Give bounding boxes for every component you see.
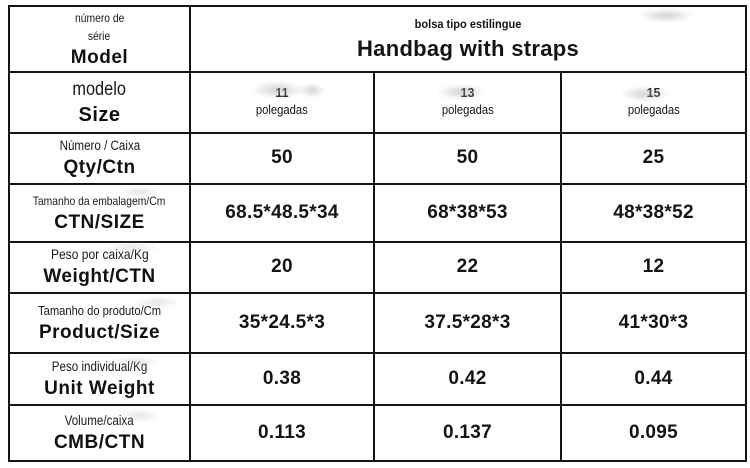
qty-label-pt: Número / Caixa bbox=[59, 138, 140, 154]
row-qty-ctn: Número / Caixa Qty/Ctn 50 50 25 bbox=[8, 131, 748, 185]
size-value-cell-13: 13 polegadas bbox=[373, 70, 562, 134]
weight-value: 20 bbox=[271, 256, 293, 278]
ctnsize-label-pt: Tamanho da embalagem/Cm bbox=[33, 193, 166, 208]
cmb-value-cell: 0.113 bbox=[189, 403, 375, 462]
weight-label-cell: Peso por caixa/Kg Weight/CTN bbox=[8, 240, 191, 294]
size-unit: polegadas bbox=[256, 103, 308, 118]
cmb-label-cell: Volume/caixa CMB/CTN bbox=[8, 403, 191, 462]
productsize-value-cell: 37.5*28*3 bbox=[373, 291, 562, 354]
productsize-value: 37.5*28*3 bbox=[424, 311, 511, 333]
cmb-value-cell: 0.095 bbox=[559, 403, 748, 462]
model-label-cell: número de série Model bbox=[8, 5, 191, 73]
cmb-label-pt: Volume/caixa bbox=[64, 412, 135, 428]
model-label-pt-line1: número de bbox=[74, 11, 125, 25]
size-number: 13 bbox=[460, 86, 475, 101]
cmb-value-cell: 0.137 bbox=[373, 403, 562, 462]
productsize-value-cell: 41*30*3 bbox=[559, 291, 748, 354]
weight-value-cell: 20 bbox=[189, 240, 375, 294]
cmb-label-en: CMB/CTN bbox=[53, 431, 146, 453]
product-name-en: Handbag with straps bbox=[356, 36, 580, 62]
productsize-label-en: Product/Size bbox=[38, 321, 161, 343]
ctnsize-label-en: CTN/SIZE bbox=[54, 211, 145, 233]
qty-value-cell: 50 bbox=[373, 131, 562, 185]
cmb-value: 0.137 bbox=[442, 421, 493, 443]
productsize-value-cell: 35*24.5*3 bbox=[189, 291, 375, 354]
row-product-size: Tamanho do produto/Cm Product/Size 35*24… bbox=[8, 291, 748, 354]
row-size: modelo Size 11 polegadas 13 polegadas 15… bbox=[8, 70, 748, 134]
unitweight-value: 0.42 bbox=[448, 367, 487, 389]
size-label-cell: modelo Size bbox=[8, 70, 191, 134]
size-value-cell-11: 11 polegadas bbox=[189, 70, 375, 134]
row-model: número de série Model bolsa tipo estilin… bbox=[8, 5, 748, 73]
qty-value-cell: 25 bbox=[559, 131, 748, 185]
weight-value: 22 bbox=[456, 256, 479, 278]
ctnsize-value: 68.5*48.5*34 bbox=[225, 201, 339, 223]
size-number: 11 bbox=[275, 86, 289, 101]
model-label-en: Model bbox=[70, 47, 129, 68]
qty-value: 50 bbox=[271, 147, 293, 169]
size-unit: polegadas bbox=[441, 103, 494, 118]
productsize-label-pt: Tamanho do produto/Cm bbox=[37, 302, 162, 318]
unitweight-value: 0.44 bbox=[634, 367, 673, 389]
productsize-value: 35*24.5*3 bbox=[238, 311, 326, 333]
ctnsize-value-cell: 68*38*53 bbox=[373, 182, 562, 243]
qty-value-cell: 50 bbox=[189, 131, 375, 185]
unitweight-value-cell: 0.44 bbox=[559, 351, 748, 406]
ctnsize-value-cell: 48*38*52 bbox=[559, 182, 748, 243]
cmb-value: 0.113 bbox=[258, 421, 306, 443]
model-value-cell: bolsa tipo estilingue Handbag with strap… bbox=[188, 5, 748, 73]
size-label-pt: modelo bbox=[72, 78, 127, 100]
weight-value: 12 bbox=[642, 256, 665, 278]
row-weight-ctn: Peso por caixa/Kg Weight/CTN 20 22 12 bbox=[8, 240, 748, 294]
qty-value: 25 bbox=[642, 147, 665, 169]
productsize-label-cell: Tamanho do produto/Cm Product/Size bbox=[8, 291, 191, 354]
qty-label-cell: Número / Caixa Qty/Ctn bbox=[8, 131, 191, 185]
ctnsize-value: 68*38*53 bbox=[427, 201, 508, 223]
size-number: 15 bbox=[646, 86, 661, 101]
unitweight-label-pt: Peso individual/Kg bbox=[51, 358, 148, 374]
cmb-value: 0.095 bbox=[628, 421, 679, 443]
productsize-value: 41*30*3 bbox=[618, 311, 689, 333]
size-value-cell-15: 15 polegadas bbox=[559, 70, 748, 134]
size-label-en: Size bbox=[78, 103, 121, 126]
weight-label-en: Weight/CTN bbox=[43, 266, 156, 288]
ctnsize-value: 48*38*52 bbox=[613, 201, 694, 223]
qty-label-en: Qty/Ctn bbox=[63, 157, 136, 179]
weight-label-pt: Peso por caixa/Kg bbox=[50, 246, 149, 263]
product-spec-table: número de série Model bolsa tipo estilin… bbox=[8, 5, 748, 462]
unitweight-value: 0.38 bbox=[262, 367, 302, 389]
ctnsize-label-cell: Tamanho da embalagem/Cm CTN/SIZE bbox=[8, 182, 191, 243]
weight-value-cell: 22 bbox=[373, 240, 562, 294]
unitweight-value-cell: 0.38 bbox=[189, 351, 375, 406]
size-unit: polegadas bbox=[627, 103, 680, 118]
unitweight-label-cell: Peso individual/Kg Unit Weight bbox=[8, 351, 191, 406]
row-ctn-size: Tamanho da embalagem/Cm CTN/SIZE 68.5*48… bbox=[8, 182, 748, 243]
unitweight-label-en: Unit Weight bbox=[44, 377, 155, 399]
product-name-pt: bolsa tipo estilingue bbox=[414, 17, 522, 32]
qty-value: 50 bbox=[456, 147, 479, 169]
row-cmb-ctn: Volume/caixa CMB/CTN 0.113 0.137 0.095 bbox=[8, 403, 748, 462]
weight-value-cell: 12 bbox=[559, 240, 748, 294]
ctnsize-value-cell: 68.5*48.5*34 bbox=[189, 182, 375, 243]
row-unit-weight: Peso individual/Kg Unit Weight 0.38 0.42… bbox=[8, 351, 748, 406]
unitweight-value-cell: 0.42 bbox=[373, 351, 562, 406]
model-label-pt-line2: série bbox=[88, 29, 111, 43]
